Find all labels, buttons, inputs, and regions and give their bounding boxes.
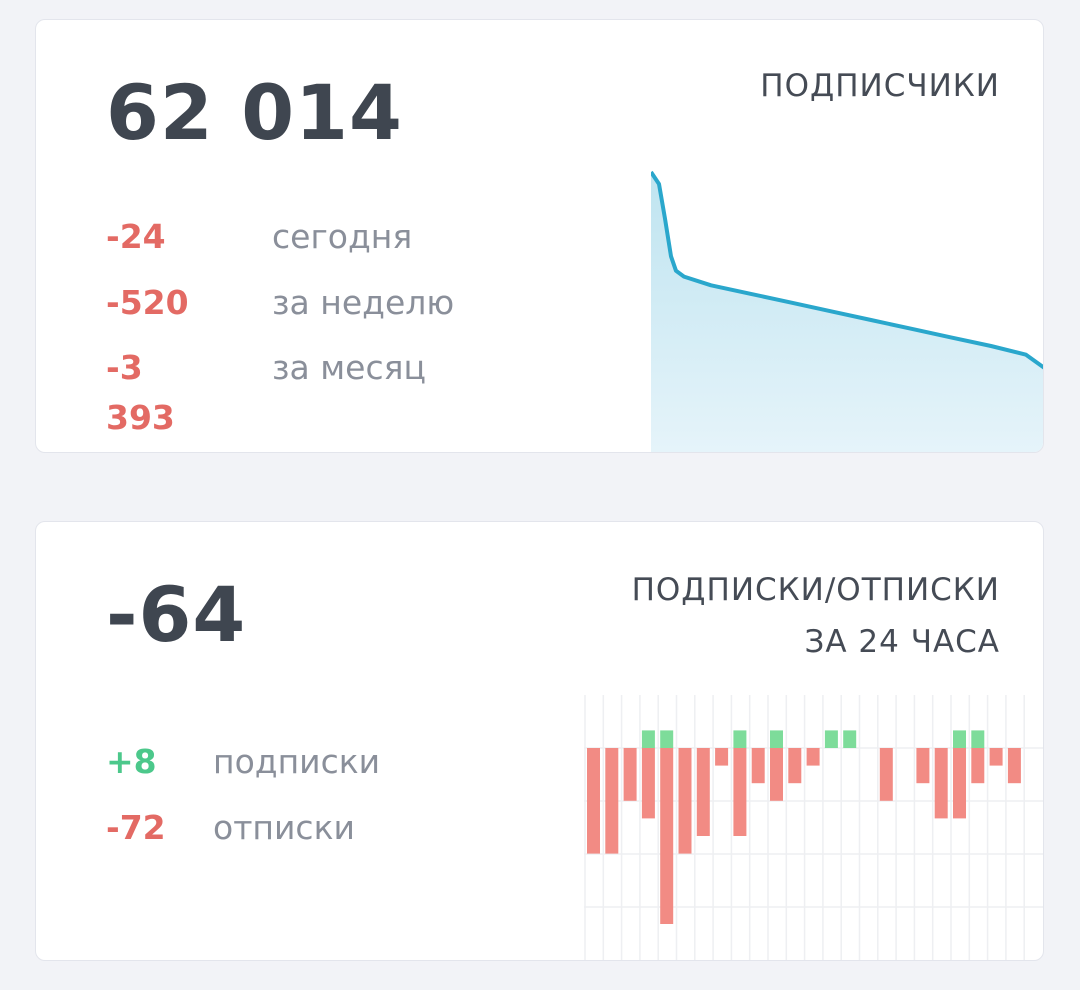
- changes-title-line2: ЗА 24 ЧАСА: [804, 624, 1000, 660]
- bar-unsubscribed: [934, 748, 948, 819]
- stat-week-label: за неделю: [272, 283, 455, 322]
- subscribers-area-chart: [651, 170, 1043, 452]
- changes-title-line1: ПОДПИСКИ/ОТПИСКИ: [631, 572, 1000, 608]
- bar-unsubscribed: [660, 748, 674, 924]
- bar-unsubscribed: [788, 748, 802, 784]
- bar-unsubscribed: [715, 748, 729, 766]
- stat-unsubscribed-label: отписки: [213, 808, 355, 847]
- bar-unsubscribed: [678, 748, 692, 854]
- subscribers-line: [651, 170, 1043, 370]
- bar-unsubscribed: [1007, 748, 1021, 784]
- changes-bar-chart: [584, 695, 1043, 960]
- stat-month-value: -3 393: [106, 348, 175, 437]
- bar-unsubscribed: [953, 748, 966, 819]
- subscribers-area-fill: [651, 172, 1043, 452]
- stat-today-label: сегодня: [272, 217, 413, 256]
- subscribers-title: ПОДПИСЧИКИ: [760, 68, 1000, 104]
- bar-unsubscribed: [879, 748, 893, 801]
- changes-total: -64: [106, 570, 247, 659]
- bar-subscribed: [971, 730, 985, 748]
- bar-unsubscribed: [605, 748, 619, 854]
- stat-week-value: -520: [106, 283, 189, 322]
- bar-unsubscribed: [641, 748, 655, 819]
- changes-title: ПОДПИСКИ/ОТПИСКИ ЗА 24 ЧАСА: [632, 564, 1000, 668]
- bar-unsubscribed: [989, 748, 1003, 766]
- changes-card: -64 ПОДПИСКИ/ОТПИСКИ ЗА 24 ЧАСА +8 подпи…: [35, 521, 1044, 961]
- bar-subscribed: [953, 730, 966, 748]
- bar-unsubscribed: [733, 748, 747, 836]
- bar-unsubscribed: [696, 748, 710, 836]
- bar-unsubscribed: [916, 748, 930, 784]
- bar-unsubscribed: [623, 748, 637, 801]
- bar-subscribed: [843, 730, 857, 748]
- stat-month-label: за месяц: [272, 348, 426, 387]
- bar-subscribed: [641, 730, 655, 748]
- subscribers-card: 62 014 ПОДПИСЧИКИ -24 сегодня -520 за не…: [35, 19, 1044, 453]
- bar-subscribed: [770, 730, 783, 748]
- stat-unsubscribed-value: -72: [106, 808, 166, 847]
- bar-unsubscribed: [971, 748, 985, 784]
- stat-today-value: -24: [106, 217, 166, 256]
- subscribers-total: 62 014: [106, 68, 403, 157]
- stat-subscribed-label: подписки: [213, 742, 381, 781]
- stat-subscribed-value: +8: [106, 742, 157, 781]
- bar-subscribed: [660, 730, 674, 748]
- bar-unsubscribed: [806, 748, 820, 766]
- bar-subscribed: [733, 730, 747, 748]
- bar-unsubscribed: [751, 748, 765, 784]
- bar-subscribed: [824, 730, 838, 748]
- bar-unsubscribed: [587, 748, 600, 854]
- bar-unsubscribed: [770, 748, 783, 801]
